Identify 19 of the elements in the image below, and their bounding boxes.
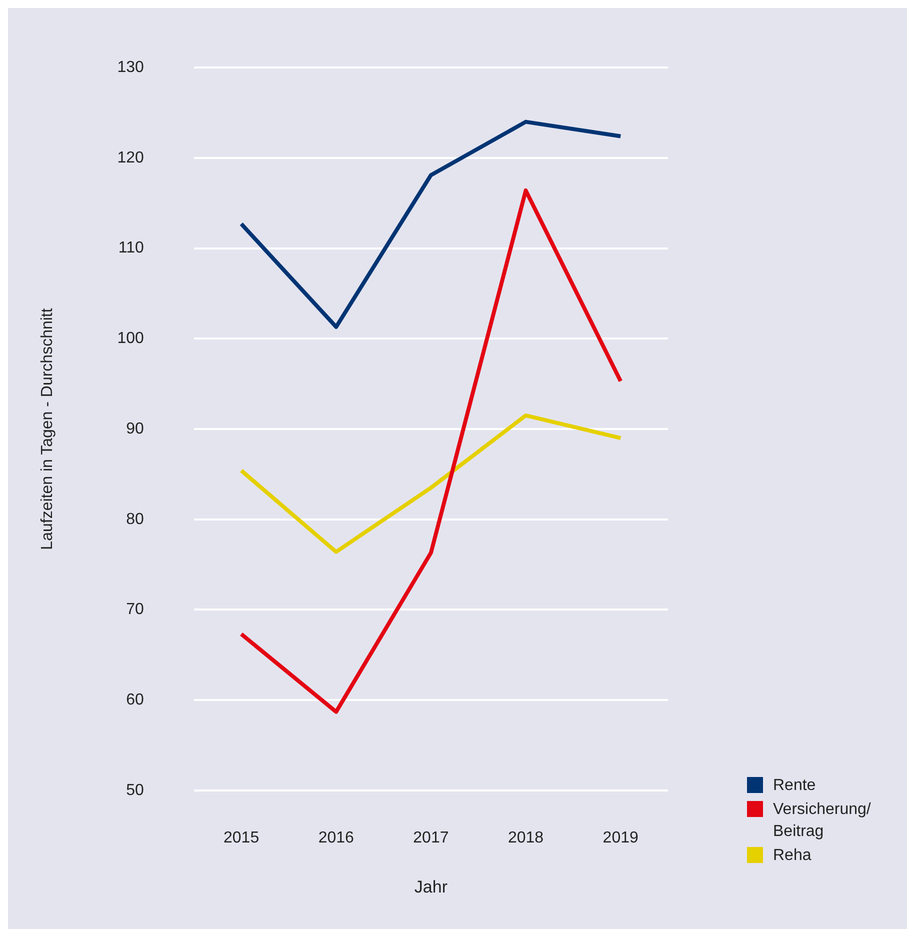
legend-label: Reha — [773, 846, 812, 866]
y-tick-label: 130 — [117, 59, 144, 76]
legend-label: Versicherung/ Beitrag — [773, 800, 872, 842]
legend-label: Rente — [773, 776, 816, 796]
x-tick-label: 2018 — [508, 829, 544, 846]
y-tick-label: 50 — [126, 782, 144, 799]
y-tick-label: 100 — [117, 330, 144, 348]
x-tick-label: 2017 — [413, 829, 449, 846]
x-tick-label: 2015 — [224, 829, 260, 846]
y-axis-title: Laufzeiten in Tagen - Durchschnitt — [39, 308, 56, 550]
y-tick-label: 70 — [126, 601, 144, 618]
y-tick-label: 80 — [126, 510, 144, 528]
y-tick-label: 120 — [117, 149, 144, 166]
x-tick-label: 2019 — [602, 829, 638, 846]
y-tick-label: 90 — [126, 420, 144, 438]
y-tick-label: 60 — [126, 691, 144, 708]
x-tick-label: 2016 — [318, 829, 354, 846]
y-tick-label: 110 — [118, 240, 144, 257]
x-axis-title: Jahr — [414, 877, 448, 896]
